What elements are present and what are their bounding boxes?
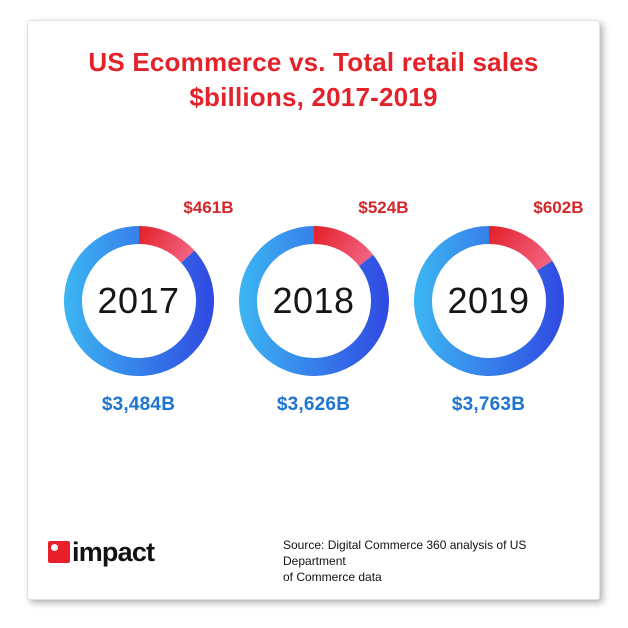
year-label-2019: 2019 — [447, 280, 530, 321]
donut-chart-2017: 2017 — [63, 226, 214, 376]
donut-svg-2018 — [238, 226, 389, 376]
chart-title: US Ecommerce vs. Total retail sales $bill… — [28, 45, 599, 115]
year-label-2017: 2017 — [97, 280, 180, 321]
total-value-label-2019: $3,763B — [451, 394, 526, 415]
total-value-label-2017: $3,484B — [101, 394, 176, 415]
infographic-card: US Ecommerce vs. Total retail sales $bill… — [27, 20, 600, 600]
retail-arc — [413, 226, 564, 376]
chart-title-line1: US Ecommerce vs. Total retail sales — [88, 47, 539, 77]
total-value-label-2018: $3,626B — [276, 394, 351, 415]
ecommerce-arc — [488, 226, 552, 271]
impact-logo-dot-icon — [51, 544, 58, 551]
donut-svg-2017 — [63, 226, 214, 376]
ecommerce-arc — [313, 226, 373, 267]
donut-cell-2018: $524B 2018 $3,626B — [238, 198, 409, 416]
chart-title-line2: $billions, 2017-2019 — [189, 82, 438, 112]
donut-cell-2017: $461B 2017 $3,484B — [63, 198, 234, 416]
retail-arc — [63, 226, 214, 376]
ecommerce-value-label-2019: $602B — [533, 198, 584, 217]
ecommerce-value-label-2017: $461B — [183, 198, 234, 217]
donut-chart-2019: 2019 — [413, 226, 564, 376]
source-text: Source: Digital Commerce 360 analysis of… — [283, 537, 583, 585]
donut-chart-2018: 2018 — [238, 226, 389, 376]
year-label-2018: 2018 — [272, 280, 355, 321]
impact-logo-text: impact — [72, 537, 155, 567]
impact-logo: impact — [48, 537, 155, 567]
source-text-line2: of Commerce data — [283, 570, 382, 584]
donut-svg-2019 — [413, 226, 564, 376]
impact-logo-square-icon — [48, 541, 70, 563]
ecommerce-arc — [138, 226, 194, 263]
donut-row: $461B 2017 $3,484B $524B 2018 $3,626B $6… — [28, 198, 599, 416]
footer: impact Source: Digital Commerce 360 anal… — [48, 537, 583, 585]
ecommerce-value-label-2018: $524B — [358, 198, 409, 217]
donut-cell-2019: $602B 2019 $3,763B — [413, 198, 584, 416]
source-text-line1: Source: Digital Commerce 360 analysis of… — [283, 538, 527, 568]
retail-arc — [238, 226, 389, 376]
